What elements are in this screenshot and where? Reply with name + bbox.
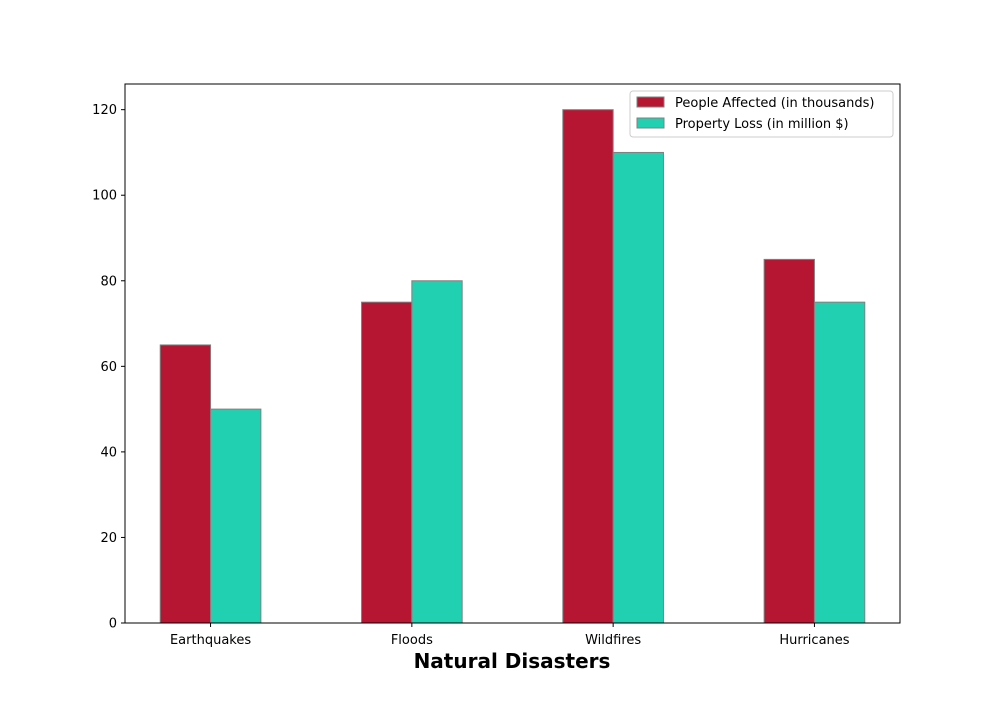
bar-hurricanes-series-1 bbox=[763, 258, 815, 624]
x-axis-title: Natural Disasters bbox=[414, 649, 611, 673]
x-tick-label-hurricanes: Hurricanes bbox=[779, 633, 849, 648]
x-tick-label-floods: Floods bbox=[391, 633, 433, 648]
y-tick-label: 80 bbox=[100, 274, 117, 289]
bar-floods-series-1 bbox=[361, 301, 413, 624]
x-tick-label-wildfires: Wildfires bbox=[585, 633, 641, 648]
bar-hurricanes-series-2 bbox=[813, 301, 866, 624]
bar-wildfires-series-1 bbox=[562, 109, 614, 624]
bars-group bbox=[159, 109, 866, 624]
y-tick-label: 40 bbox=[100, 445, 117, 460]
bar-floods-series-2 bbox=[411, 280, 463, 624]
y-tick-label: 20 bbox=[100, 531, 117, 546]
y-axis: 0 20 40 60 80 100 120 bbox=[92, 103, 125, 632]
legend-swatch-series-2 bbox=[636, 117, 665, 129]
y-tick-label: 100 bbox=[92, 189, 117, 204]
y-tick-label: 120 bbox=[92, 103, 117, 118]
legend-swatch-series-1 bbox=[636, 96, 665, 108]
y-tick-label: 0 bbox=[109, 617, 117, 632]
y-tick-label: 60 bbox=[100, 360, 117, 375]
x-axis: Earthquakes Floods Wildfires Hurricanes bbox=[170, 623, 850, 648]
plot-frame bbox=[124, 83, 901, 624]
bar-earthquakes-series-2 bbox=[210, 408, 262, 624]
bar-wildfires-series-2 bbox=[612, 151, 664, 624]
x-tick-label-earthquakes: Earthquakes bbox=[170, 633, 251, 648]
legend: People Affected (in thousands) Property L… bbox=[629, 90, 894, 138]
legend-label-series-1: People Affected (in thousands) bbox=[675, 96, 874, 111]
legend-box bbox=[629, 90, 894, 138]
bar-earthquakes-series-1 bbox=[159, 344, 212, 624]
legend-label-series-2: Property Loss (in million $) bbox=[675, 117, 849, 132]
